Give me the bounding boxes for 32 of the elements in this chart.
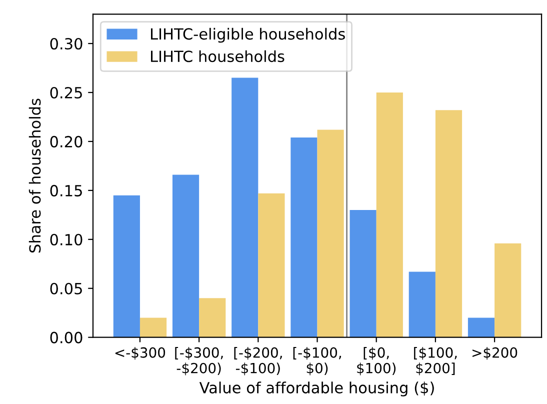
y-tick-label: 0.20 — [50, 136, 82, 148]
y-tick-label: 0.05 — [50, 282, 82, 294]
x-tick-label: [$100, $200] — [414, 347, 457, 376]
bar — [376, 92, 403, 338]
y-tick-label: 0.15 — [50, 184, 82, 196]
bar — [172, 174, 200, 338]
bar — [140, 318, 167, 338]
bar — [408, 272, 436, 338]
bar — [113, 195, 140, 338]
y-tick-label: 0.25 — [50, 86, 82, 99]
bar — [468, 318, 495, 338]
legend-label: LIHTC households — [151, 50, 284, 62]
bar — [350, 210, 376, 338]
bar — [199, 298, 226, 338]
y-tick-label: 0.10 — [50, 234, 82, 246]
x-tick-label: [-$200, -$100) — [234, 347, 282, 376]
x-tick-label: [-$300, -$200) — [175, 347, 223, 376]
y-axis-title: Share of households — [28, 98, 41, 252]
y-tick-label: 0.30 — [50, 38, 82, 50]
y-tick-label: 0.00 — [50, 332, 82, 344]
bar — [258, 193, 285, 338]
bar — [290, 138, 318, 338]
bar — [232, 78, 258, 338]
x-tick-label: [$0, $100) — [357, 347, 396, 376]
x-tick-label: >$200 — [472, 347, 518, 360]
legend-label: LIHTC-eligible households — [151, 28, 345, 43]
bar — [494, 243, 522, 338]
bar — [435, 110, 462, 338]
x-tick-label: <-$300 — [115, 347, 166, 360]
x-tick-label: [-$100, $0) — [293, 347, 341, 376]
bar — [317, 130, 344, 338]
x-axis-title: Value of affordable housing ($) — [199, 382, 434, 396]
